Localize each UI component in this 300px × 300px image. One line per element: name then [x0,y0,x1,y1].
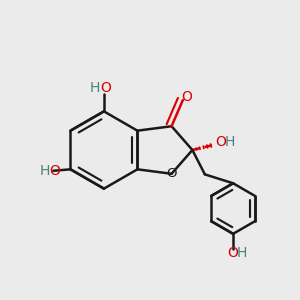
Text: H: H [237,246,247,260]
Text: H: H [40,164,50,178]
Text: H: H [225,135,235,149]
Text: O: O [100,82,111,95]
Text: H: H [90,82,100,95]
Text: O: O [166,167,177,180]
Text: O: O [227,246,238,260]
Text: O: O [181,90,192,104]
Text: O: O [50,164,61,178]
Text: O: O [215,135,226,149]
